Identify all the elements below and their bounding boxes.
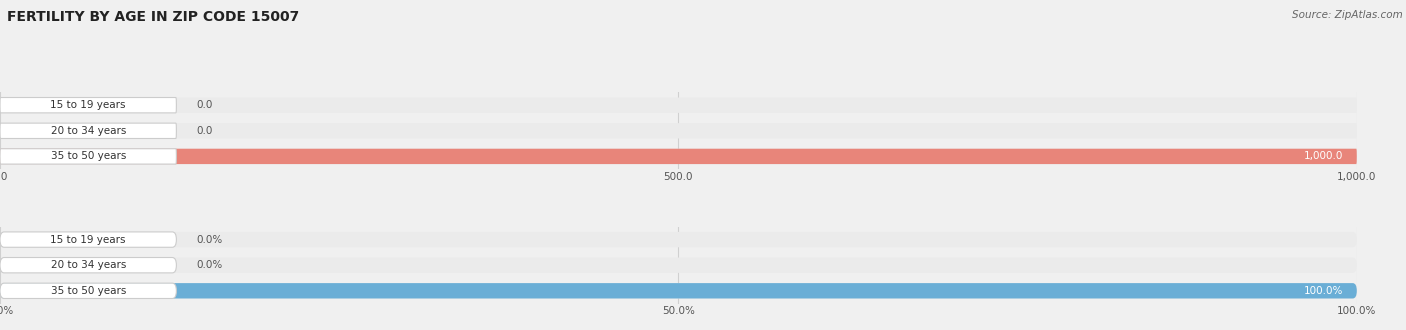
- Text: 20 to 34 years: 20 to 34 years: [51, 260, 127, 270]
- Text: 15 to 19 years: 15 to 19 years: [51, 100, 127, 110]
- Text: Source: ZipAtlas.com: Source: ZipAtlas.com: [1292, 10, 1403, 20]
- FancyBboxPatch shape: [0, 149, 1357, 164]
- FancyBboxPatch shape: [0, 232, 1357, 247]
- FancyBboxPatch shape: [0, 257, 1357, 273]
- Text: 100.0%: 100.0%: [1303, 286, 1343, 296]
- Text: 20 to 34 years: 20 to 34 years: [51, 126, 127, 136]
- Text: 35 to 50 years: 35 to 50 years: [51, 286, 127, 296]
- Text: 0.0%: 0.0%: [197, 260, 224, 270]
- Text: 35 to 50 years: 35 to 50 years: [51, 151, 127, 161]
- Text: FERTILITY BY AGE IN ZIP CODE 15007: FERTILITY BY AGE IN ZIP CODE 15007: [7, 10, 299, 24]
- FancyBboxPatch shape: [0, 149, 176, 164]
- FancyBboxPatch shape: [0, 149, 1357, 164]
- Text: 15 to 19 years: 15 to 19 years: [51, 235, 127, 245]
- FancyBboxPatch shape: [0, 98, 1357, 113]
- FancyBboxPatch shape: [0, 123, 176, 139]
- Text: 0.0%: 0.0%: [197, 235, 224, 245]
- Text: 1,000.0: 1,000.0: [1303, 151, 1343, 161]
- FancyBboxPatch shape: [0, 283, 1357, 298]
- FancyBboxPatch shape: [0, 232, 176, 247]
- Text: 0.0: 0.0: [197, 126, 214, 136]
- FancyBboxPatch shape: [0, 283, 1357, 298]
- FancyBboxPatch shape: [0, 98, 176, 113]
- FancyBboxPatch shape: [0, 283, 176, 298]
- Text: 0.0: 0.0: [197, 100, 214, 110]
- FancyBboxPatch shape: [0, 123, 1357, 139]
- FancyBboxPatch shape: [0, 257, 176, 273]
